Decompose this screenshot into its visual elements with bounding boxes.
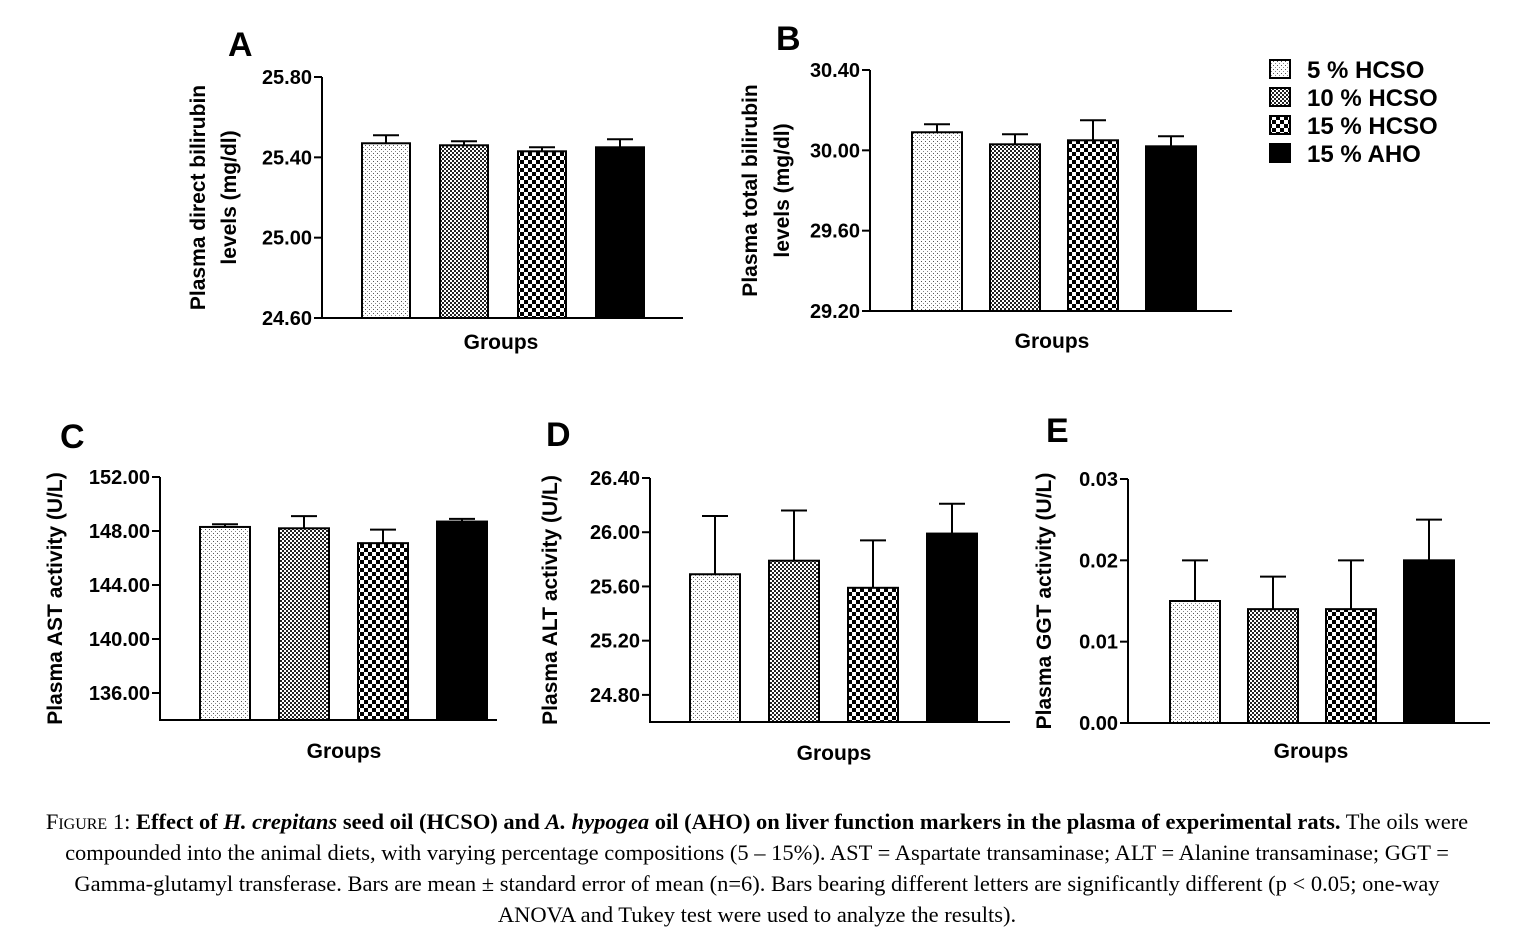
- caption-title-part-2: seed oil (HCSO) and: [337, 809, 546, 834]
- bar: [1403, 559, 1455, 724]
- y-tick-label: 0.01: [1079, 632, 1118, 654]
- y-tick-label: 25.20: [590, 631, 640, 653]
- y-axis-title: Plasma AST activity (U/L): [44, 472, 67, 724]
- y-tick-label: 30.40: [810, 60, 860, 82]
- y-tick-label: 25.60: [590, 576, 640, 598]
- y-tick-label: 136.00: [89, 683, 150, 705]
- y-axis-title: Plasma ALT activity (U/L): [539, 475, 562, 725]
- caption-title-part-1: Effect of: [135, 809, 224, 834]
- bar: [911, 131, 963, 312]
- y-tick-label: 26.40: [590, 468, 640, 490]
- legend-label: 10 % HCSO: [1307, 85, 1438, 112]
- legend-swatch: [1269, 87, 1291, 107]
- y-tick-label: 140.00: [89, 629, 150, 651]
- y-tick-label: 152.00: [89, 467, 150, 489]
- y-axis-title: Plasma direct bilirubin: [187, 85, 210, 310]
- legend-swatch: [1269, 59, 1291, 79]
- figure-panels: A 24.60 25.00 25.40 25.80 Groups Plasma direct…: [44, 20, 1490, 765]
- y-tick-label: 0.03: [1079, 469, 1118, 491]
- bar: [436, 520, 488, 721]
- bar: [199, 525, 251, 722]
- caption-species-1: H. crepitans: [223, 809, 338, 834]
- y-axis-title: Plasma GGT activity (U/L): [1033, 473, 1056, 730]
- figure-caption: Figure 1: Effect of H. crepitans seed oi…: [40, 806, 1474, 930]
- bar: [1067, 139, 1119, 312]
- bar: [689, 573, 741, 723]
- chart-panel-a: A 24.60 25.00 25.40 25.80 Groups Plasma direct…: [187, 26, 683, 354]
- y-axis-title: Plasma total bilirubin: [739, 84, 762, 296]
- chart-panel-c: C 136.00 140.00 144.00 148.00 152.00 Groups Pla…: [44, 418, 497, 763]
- bar: [768, 559, 820, 724]
- chart-panel-d: D 24.80 25.20 25.60 26.00 26.40 Groups Plasma A…: [539, 416, 1010, 765]
- y-axis-title: levels (mg/dl): [218, 130, 241, 264]
- panel-letter: B: [776, 20, 801, 58]
- bar: [926, 532, 978, 723]
- y-tick-label: 24.60: [262, 308, 312, 330]
- legend-label: 5 % HCSO: [1307, 57, 1424, 84]
- x-axis-title: Groups: [1274, 740, 1349, 763]
- legend-swatch: [1269, 115, 1291, 135]
- bar: [439, 144, 489, 319]
- bar: [357, 542, 409, 722]
- bar: [595, 146, 645, 319]
- y-tick-label: 25.80: [262, 67, 312, 89]
- bar: [517, 150, 567, 319]
- bar: [1247, 608, 1299, 725]
- x-axis-title: Groups: [307, 740, 382, 763]
- bar: [361, 142, 411, 319]
- caption-figure-label: Figure 1:: [45, 809, 136, 834]
- y-axis-title: levels (mg/dl): [771, 123, 794, 257]
- caption-species-2: A. hypogea: [545, 809, 650, 834]
- bar: [1145, 145, 1197, 312]
- charts-layer: A 24.60 25.00 25.40 25.80 Groups Plasma direct…: [44, 20, 1490, 765]
- bar: [989, 143, 1041, 312]
- chart-panel-b: B 29.20 29.60 30.00 30.40 Groups Plasma total …: [739, 20, 1232, 353]
- caption-title-part-3: oil (AHO) on liver function markers in t…: [649, 809, 1341, 834]
- chart-panel-e: E 0.00 0.01 0.02 0.03 Groups Plasma GGT activi…: [1033, 412, 1490, 763]
- legend-label: 15 % AHO: [1307, 141, 1421, 168]
- y-tick-label: 144.00: [89, 575, 150, 597]
- bar: [278, 527, 330, 721]
- y-tick-label: 30.00: [810, 140, 860, 162]
- y-tick-label: 0.02: [1079, 550, 1118, 572]
- panel-letter: C: [60, 418, 85, 456]
- panel-letter: D: [546, 416, 571, 454]
- y-tick-label: 0.00: [1079, 713, 1118, 735]
- y-tick-label: 25.00: [262, 228, 312, 250]
- y-tick-label: 26.00: [590, 522, 640, 544]
- y-tick-label: 148.00: [89, 521, 150, 543]
- x-axis-title: Groups: [464, 331, 539, 354]
- y-tick-label: 29.20: [810, 301, 860, 323]
- caption-body: The oils were compounded into the animal…: [65, 809, 1469, 927]
- x-axis-title: Groups: [1015, 330, 1090, 353]
- y-tick-label: 24.80: [590, 685, 640, 707]
- bar: [1325, 608, 1377, 725]
- bar: [1169, 600, 1221, 724]
- x-axis-title: Groups: [797, 742, 872, 765]
- y-tick-label: 29.60: [810, 221, 860, 243]
- legend-swatch: [1269, 143, 1291, 163]
- y-tick-label: 25.40: [262, 147, 312, 169]
- panel-letter: E: [1046, 412, 1069, 450]
- legend-label: 15 % HCSO: [1307, 113, 1438, 140]
- bar: [847, 586, 899, 723]
- panel-letter: A: [228, 26, 253, 64]
